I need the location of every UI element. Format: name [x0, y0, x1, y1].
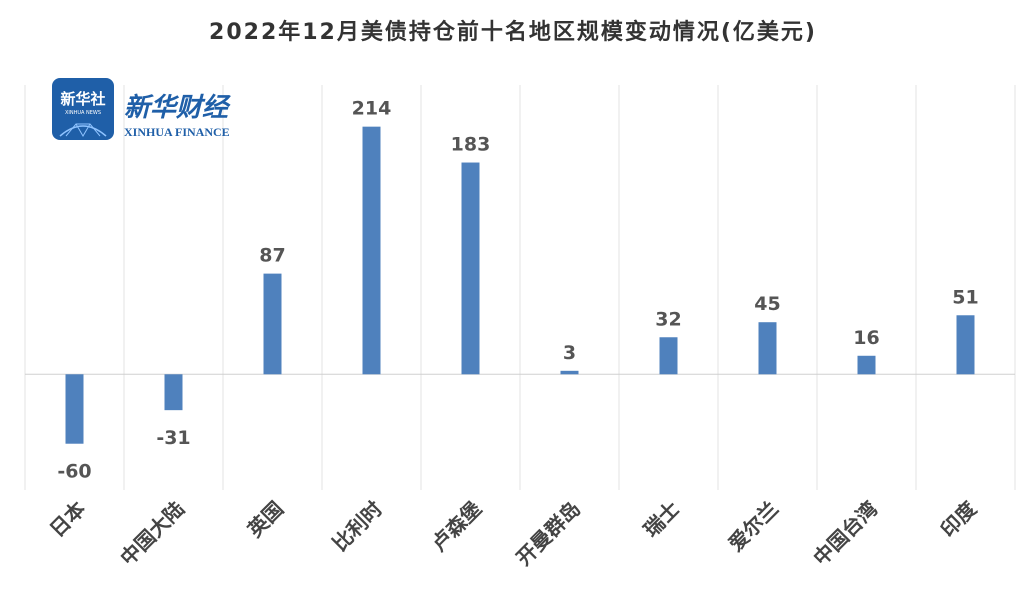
- chart-title: 2022年12月美债持仓前十名地区规模变动情况(亿美元): [209, 20, 817, 45]
- category-label: 英国: [243, 497, 288, 542]
- bar: [461, 162, 480, 375]
- category-label: 印度: [936, 496, 982, 542]
- data-label: 32: [655, 308, 681, 330]
- data-label: -60: [57, 461, 91, 483]
- category-label: 中国大陆: [115, 497, 189, 571]
- category-label: 中国台湾: [808, 497, 882, 571]
- svg-text:XINHUA NEWS: XINHUA NEWS: [65, 110, 101, 116]
- bar: [560, 370, 579, 375]
- data-label: 183: [451, 134, 491, 156]
- category-label: 瑞士: [639, 497, 684, 542]
- bar: [263, 273, 282, 375]
- data-label: 3: [563, 342, 576, 364]
- data-label: -31: [156, 427, 190, 449]
- bar: [164, 374, 183, 411]
- category-label: 卢森堡: [427, 497, 486, 556]
- svg-text:新华财经: 新华财经: [124, 93, 231, 123]
- bar: [65, 374, 84, 444]
- category-label: 开曼群岛: [511, 497, 585, 571]
- bar: [362, 126, 381, 375]
- bar: [659, 337, 678, 375]
- svg-text:新华社: 新华社: [60, 90, 105, 108]
- svg-text:XINHUA FINANCE: XINHUA FINANCE: [124, 125, 230, 139]
- category-label: 爱尔兰: [724, 497, 783, 556]
- data-label: 87: [259, 245, 285, 267]
- bar: [857, 355, 876, 375]
- data-label: 214: [352, 98, 392, 120]
- category-label: 比利时: [328, 497, 387, 556]
- data-label: 45: [754, 293, 780, 315]
- data-label: 51: [952, 286, 978, 308]
- category-label: 日本: [45, 497, 90, 542]
- bar: [758, 322, 777, 375]
- data-label: 16: [853, 327, 879, 349]
- xinhua-finance-logo: 新华社 XINHUA NEWS 新华财经 XINHUA FINANCE: [52, 78, 262, 144]
- bar: [956, 315, 975, 375]
